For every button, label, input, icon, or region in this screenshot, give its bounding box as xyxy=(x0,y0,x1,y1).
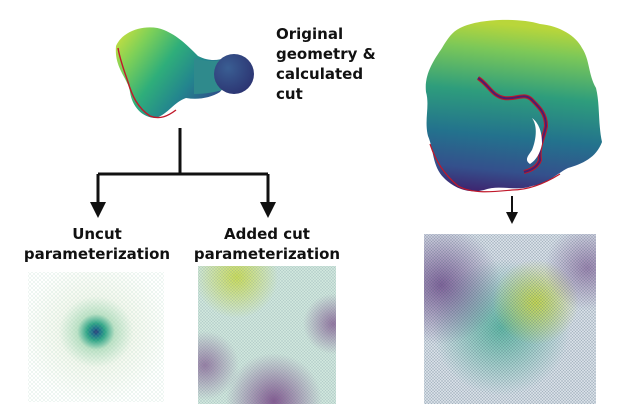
right-arrow xyxy=(506,196,518,224)
arrow-down-icon xyxy=(506,212,518,224)
original-label-line-1: Original xyxy=(276,25,344,43)
uncut-parameterization-plot xyxy=(28,272,164,402)
original-label-line-3: calculated xyxy=(276,65,364,83)
terrain-geometry-render xyxy=(420,14,608,196)
added-cut-label-line-1: Added cut xyxy=(224,225,310,243)
original-geometry-label: Original geometry & calculated cut xyxy=(276,24,376,104)
uncut-parameterization-label: Uncut parameterization xyxy=(22,224,172,264)
branch-arrows xyxy=(90,128,276,218)
added-cut-label-line-2: parameterization xyxy=(193,245,341,263)
arrow-down-icon xyxy=(260,202,276,218)
arrow-down-icon xyxy=(90,202,106,218)
added-cut-parameterization-plot xyxy=(198,266,336,404)
terrain-parameterization-plot xyxy=(424,234,596,404)
original-label-line-2: geometry & xyxy=(276,45,376,63)
original-geometry-render xyxy=(102,18,262,128)
added-cut-parameterization-label: Added cut parameterization xyxy=(192,224,342,264)
original-label-line-4: cut xyxy=(276,85,303,103)
uncut-label-line-2: parameterization xyxy=(23,245,171,263)
uncut-label-line-1: Uncut xyxy=(72,225,122,243)
